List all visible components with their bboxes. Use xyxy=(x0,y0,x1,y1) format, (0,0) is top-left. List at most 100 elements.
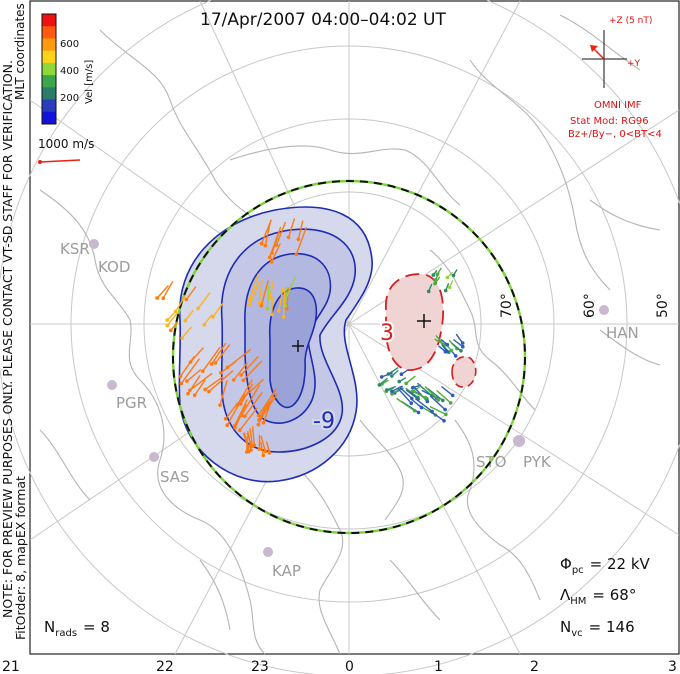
velocity-vector-origin xyxy=(286,235,291,240)
velocity-vector-origin xyxy=(183,318,188,323)
station-marker-han xyxy=(599,305,609,315)
velocity-vector xyxy=(249,428,253,446)
station-marker-pgr xyxy=(107,380,117,390)
map-statistics: Φpc = 22 kV ΛHM = 68° Nvc = 146 Nrads = 8 xyxy=(44,555,651,639)
velocity-vector xyxy=(452,338,464,348)
velocity-vector-origin xyxy=(211,314,215,319)
velocity-vector xyxy=(234,399,248,426)
velocity-vector-origin xyxy=(443,288,448,293)
velocity-vector xyxy=(434,338,445,346)
imf-source-label: OMNI IMF xyxy=(594,100,642,111)
velocity-vector-origin xyxy=(435,272,440,277)
velocity-vector-origin xyxy=(173,309,178,314)
velocity-vector-origin xyxy=(239,373,243,377)
imf-z-axis-label: +Z (5 nT) xyxy=(609,16,652,26)
velocity-vector xyxy=(410,398,422,409)
velocity-vector-origin xyxy=(450,393,455,398)
velocity-vector-origin xyxy=(246,449,251,454)
velocity-vector-origin xyxy=(442,419,446,423)
velocity-vector-origin xyxy=(179,381,184,386)
lat-label-70: 70° xyxy=(499,293,515,318)
velocity-vector-origin xyxy=(261,453,266,458)
velocity-vector xyxy=(405,387,419,399)
velocity-vector-origin xyxy=(431,273,436,277)
velocity-vector-origin xyxy=(257,301,262,305)
velocity-vector xyxy=(297,220,304,240)
velocity-vector-origin xyxy=(263,449,268,454)
velocity-vector xyxy=(189,372,213,391)
velocity-vector-origin xyxy=(256,413,261,418)
velocity-vector xyxy=(416,382,433,397)
velocity-vector-origin xyxy=(196,306,200,311)
velocity-vector-origin xyxy=(209,362,214,366)
velocity-vector-origin xyxy=(412,408,417,413)
velocity-vector xyxy=(260,435,267,452)
velocity-vector xyxy=(247,430,252,451)
velocity-vector-origin xyxy=(445,275,450,280)
velocity-vector-origin xyxy=(444,412,448,417)
velocity-vector-origin xyxy=(261,421,266,425)
mlt-tick-0: 0 xyxy=(345,659,354,674)
velocity-vector xyxy=(388,367,399,375)
velocity-vector xyxy=(451,342,462,352)
velocity-vector-origin xyxy=(186,391,190,396)
velocity-vector xyxy=(284,286,287,306)
velocity-vector-origin xyxy=(379,375,384,379)
velocity-vector xyxy=(236,379,253,406)
velocity-vector xyxy=(243,432,250,452)
velocity-vector-origin xyxy=(285,306,289,311)
velocity-vector-origin xyxy=(161,296,165,301)
color-scale-segment xyxy=(42,99,56,113)
station-label-kap: KAP xyxy=(272,562,301,580)
color-scale-tick-400: 400 xyxy=(60,66,79,77)
velocity-vector-origin xyxy=(274,243,279,247)
velocity-vector xyxy=(214,344,231,364)
velocity-vector-origin xyxy=(184,297,189,302)
velocity-vector-origin xyxy=(436,398,441,402)
velocity-vector-origin xyxy=(201,369,205,374)
velocity-vector xyxy=(424,386,439,401)
mlt-tick-2: 2 xyxy=(530,659,539,674)
velocity-vector xyxy=(265,441,271,453)
velocity-vector-origin xyxy=(219,370,223,375)
velocity-vector-origin xyxy=(453,354,458,358)
velocity-vector xyxy=(287,218,296,238)
velocity-vector-origin xyxy=(430,409,434,414)
velocity-vector xyxy=(396,397,415,412)
velocity-vector-origin xyxy=(448,401,453,405)
velocity-vector-origin xyxy=(449,348,454,353)
velocity-vector xyxy=(239,407,258,431)
velocity-vector-origin xyxy=(257,418,261,422)
velocity-vector xyxy=(286,287,289,309)
velocity-vector xyxy=(170,320,179,331)
velocity-vector xyxy=(260,280,269,306)
positive-potential-cell: 3 xyxy=(378,273,477,388)
velocity-vectors xyxy=(155,218,465,458)
velocity-vector xyxy=(270,243,281,263)
velocity-vector xyxy=(185,286,197,300)
velocity-vector xyxy=(212,303,224,318)
velocity-vector xyxy=(258,398,270,421)
velocity-vector xyxy=(284,276,297,301)
station-markers xyxy=(89,239,609,557)
preview-note: NOTE: FOR PREVIEW PURPOSES ONLY. PLEASE … xyxy=(0,60,15,618)
velocity-vector xyxy=(234,403,247,429)
velocity-vector xyxy=(429,405,447,416)
velocity-vector-origin xyxy=(259,303,264,308)
velocity-vector-origin xyxy=(419,405,424,410)
velocity-vector xyxy=(194,379,206,396)
velocity-vector xyxy=(156,285,169,299)
velocity-vector xyxy=(398,386,413,399)
velocity-vector-origin xyxy=(409,401,414,406)
mlt-tick-21: 21 xyxy=(2,659,20,674)
velocity-vector-origin xyxy=(223,417,228,421)
radar-count: Nrads = 8 xyxy=(44,618,110,639)
velocity-vector xyxy=(211,342,227,365)
velocity-vector xyxy=(197,292,211,309)
station-label-han: HAN xyxy=(606,324,639,342)
color-scale-segment xyxy=(42,50,56,64)
velocity-vector-origin xyxy=(178,374,183,379)
velocity-vector-origin xyxy=(445,342,450,347)
velocity-vector-origin xyxy=(259,241,264,246)
